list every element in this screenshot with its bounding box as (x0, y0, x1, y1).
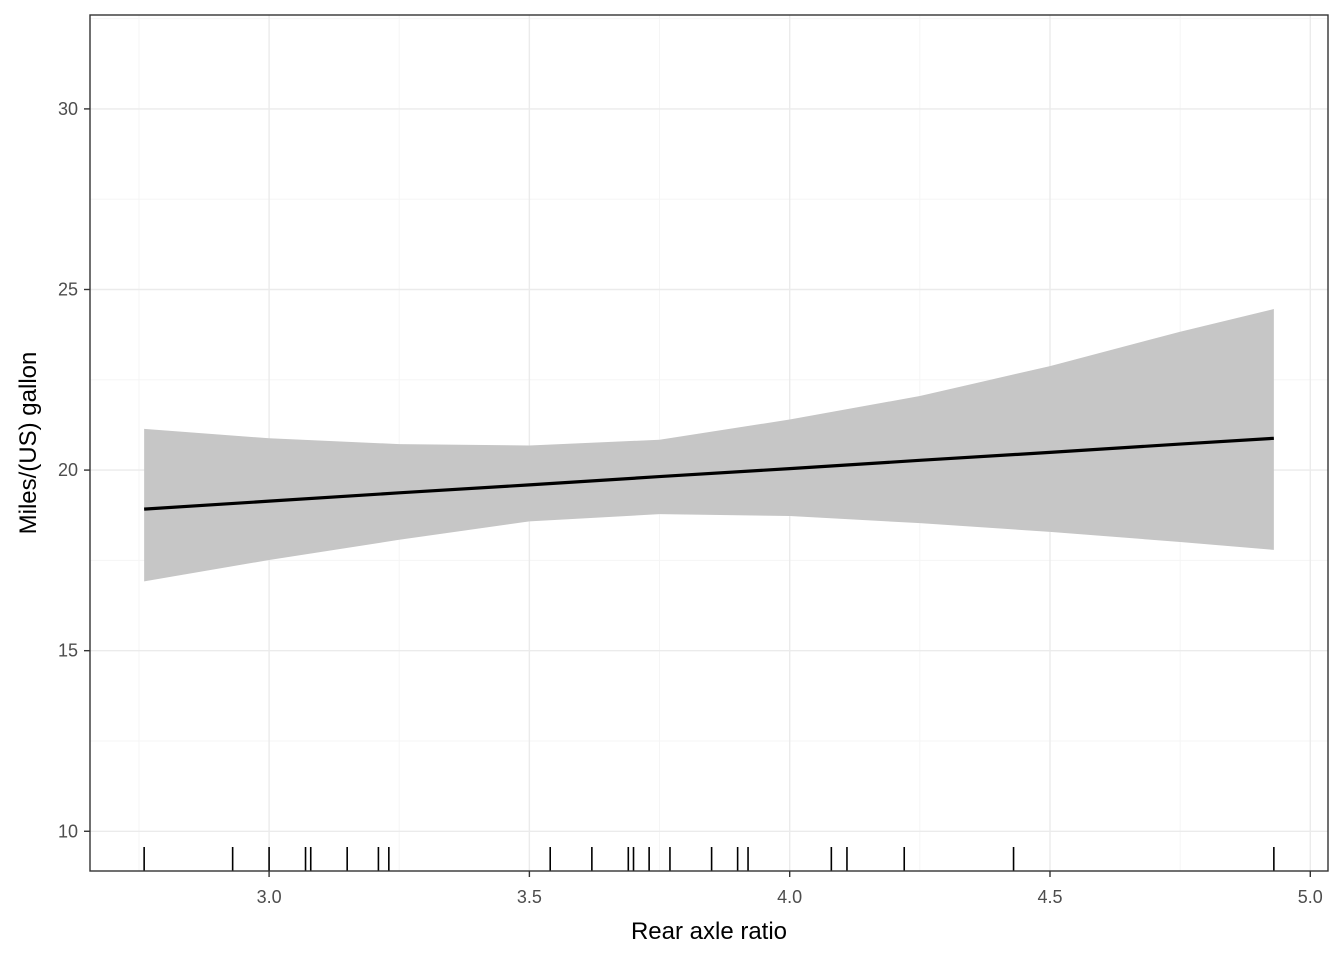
y-tick-label: 15 (58, 641, 78, 661)
x-tick-label: 4.0 (777, 887, 802, 907)
fit-line (144, 436, 1274, 511)
y-axis-title: Miles/(US) gallon (15, 352, 42, 535)
rug-marks (143, 847, 1275, 871)
confidence-ribbon (144, 309, 1274, 582)
y-tick-label: 25 (58, 279, 78, 299)
x-axis-ticks: 3.0 3.5 4.0 4.5 5.0 (257, 871, 1323, 907)
x-tick-label: 4.5 (1037, 887, 1062, 907)
panel-border (89, 14, 1329, 872)
y-tick-label: 10 (58, 821, 78, 841)
x-tick-label: 3.5 (517, 887, 542, 907)
y-tick-label: 20 (58, 460, 78, 480)
x-tick-label: 5.0 (1298, 887, 1323, 907)
y-axis-ticks: 10 15 20 25 30 (58, 99, 90, 841)
y-tick-label: 30 (58, 99, 78, 119)
x-axis-title: Rear axle ratio (631, 918, 787, 945)
x-tick-label: 3.0 (257, 887, 282, 907)
